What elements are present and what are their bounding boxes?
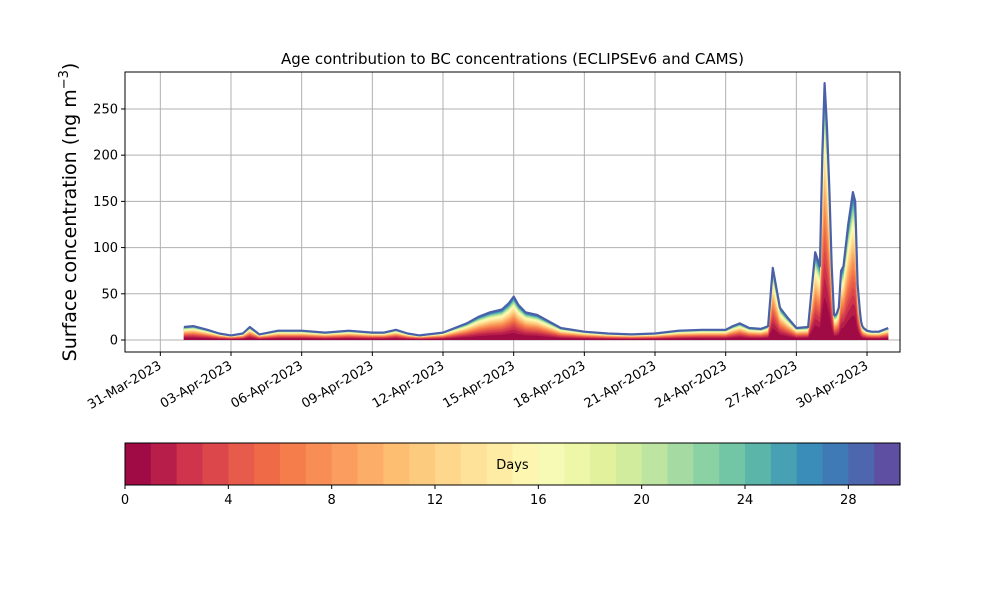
- y-tick-label: 50: [101, 287, 118, 302]
- age-band-area-19: [183, 125, 889, 340]
- x-tick-label: 24-Apr-2023: [653, 358, 730, 411]
- chart-title: Age contribution to BC concentrations (E…: [281, 50, 744, 68]
- x-tick-label: 09-Apr-2023: [299, 358, 376, 411]
- age-band-area-27: [183, 91, 889, 340]
- age-contribution-areas: [183, 83, 889, 341]
- x-tick-label: 18-Apr-2023: [511, 358, 588, 411]
- colorbar-tick-label: 24: [737, 493, 754, 508]
- colorbar-swatch: [150, 443, 178, 485]
- colorbar-swatch: [357, 443, 384, 485]
- age-band-area-25: [183, 99, 889, 340]
- colorbar-tick-label: 16: [530, 493, 547, 508]
- colorbar-tick-label: 8: [328, 493, 336, 508]
- y-tick-label: 200: [93, 149, 118, 164]
- colorbar-tick-label: 28: [840, 493, 857, 508]
- colorbar-swatch: [667, 443, 694, 485]
- y-tick-label: 100: [93, 241, 118, 256]
- age-band-area-17: [183, 133, 889, 340]
- y-tick-label: 0: [110, 333, 118, 348]
- age-band-area-28: [183, 87, 889, 340]
- colorbar-frame: [124, 442, 901, 486]
- x-tick-label: 30-Apr-2023: [794, 358, 871, 411]
- x-tick-label: 12-Apr-2023: [370, 358, 447, 411]
- colorbar-label: Days: [496, 458, 529, 473]
- colorbar-ticks: 0 4 8 12 16 20 24 28: [121, 485, 857, 508]
- age-band-area-21: [183, 116, 889, 340]
- x-tick-label: 03-Apr-2023: [158, 358, 235, 411]
- age-band-area-24: [183, 104, 889, 340]
- colorbar-swatch: [125, 443, 152, 485]
- colorbar: [125, 443, 901, 485]
- y-axis-ticks: 0 50 100 150 200 250: [93, 102, 125, 348]
- x-tick-label: 06-Apr-2023: [229, 358, 306, 411]
- colorbar-swatch: [280, 443, 307, 485]
- x-tick-label: 21-Apr-2023: [582, 358, 659, 411]
- y-axis-label: Surface concentration (ng m−3): [57, 63, 81, 362]
- age-band-area-18: [183, 129, 889, 340]
- colorbar-swatch: [228, 443, 255, 485]
- x-tick-label: 15-Apr-2023: [441, 358, 518, 411]
- grid: [125, 72, 900, 352]
- colorbar-tick-label: 20: [633, 493, 650, 508]
- colorbar-swatch: [409, 443, 436, 485]
- colorbar-swatch: [822, 443, 849, 485]
- colorbar-swatch: [460, 443, 488, 485]
- colorbar-swatch: [693, 443, 720, 485]
- age-band-area-23: [183, 108, 889, 340]
- age-band-area-20: [183, 120, 889, 340]
- colorbar-swatch: [615, 443, 643, 485]
- colorbar-swatch: [538, 443, 565, 485]
- age-band-area-0: [183, 297, 889, 340]
- colorbar-swatch: [435, 443, 462, 485]
- colorbar-swatch: [796, 443, 824, 485]
- colorbar-tick-label: 4: [224, 493, 232, 508]
- age-band-area-22: [183, 112, 889, 341]
- y-tick-label: 150: [93, 195, 118, 210]
- x-tick-label: 31-Mar-2023: [85, 358, 164, 412]
- age-band-area-29: [183, 83, 889, 340]
- colorbar-swatch: [202, 443, 229, 485]
- colorbar-swatch: [331, 443, 359, 485]
- colorbar-swatch: [383, 443, 410, 485]
- colorbar-swatch: [564, 443, 591, 485]
- y-tick-label: 250: [93, 102, 118, 117]
- total-concentration-line: [183, 82, 889, 337]
- colorbar-swatch: [176, 443, 204, 485]
- age-band-area-26: [183, 95, 889, 340]
- colorbar-swatch: [874, 443, 901, 485]
- colorbar-swatch: [848, 443, 875, 485]
- colorbar-tick-label: 12: [427, 493, 444, 508]
- colorbar-swatch: [590, 443, 617, 485]
- colorbar-swatch: [770, 443, 798, 485]
- colorbar-swatch: [745, 443, 772, 485]
- colorbar-swatch: [512, 443, 539, 485]
- colorbar-swatch: [486, 443, 514, 485]
- colorbar-swatch: [641, 443, 669, 485]
- x-axis-ticks: 31-Mar-202303-Apr-202306-Apr-202309-Apr-…: [85, 352, 871, 413]
- colorbar-tick-label: 0: [121, 493, 129, 508]
- colorbar-swatch: [719, 443, 746, 485]
- colorbar-swatch: [305, 443, 333, 485]
- colorbar-swatch: [254, 443, 281, 485]
- plot-frame: [124, 71, 901, 353]
- x-tick-label: 27-Apr-2023: [723, 358, 800, 411]
